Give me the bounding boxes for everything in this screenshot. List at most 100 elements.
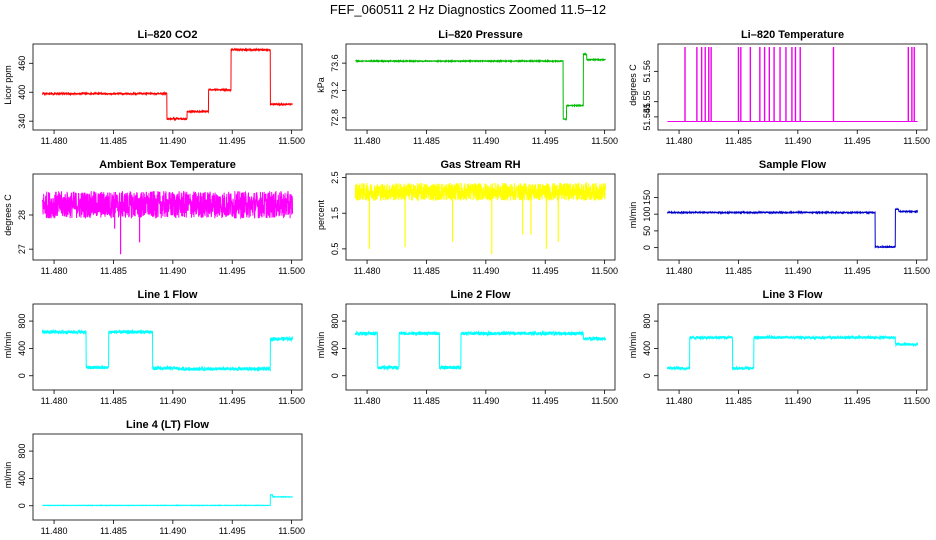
- y-tick-label-line4-1: 400: [17, 471, 27, 486]
- x-tick-label-box-temp-0: 11.480: [41, 266, 68, 276]
- panel-title-sample-flow: Sample Flow: [759, 159, 827, 171]
- plot-frame-line2: [345, 303, 616, 391]
- x-tick-label-co2-1: 11.485: [100, 136, 127, 146]
- y-tick-label-sample-flow-1: 50: [642, 226, 652, 236]
- y-tick-label-co2-1: 400: [17, 85, 27, 100]
- plot-frame-sample-flow: [657, 173, 928, 261]
- panel-title-line3: Line 3 Flow: [763, 289, 823, 301]
- plot-frame-rh: [345, 173, 616, 261]
- panel-title-line2: Line 2 Flow: [451, 289, 511, 301]
- y-tick-label-line2-1: 400: [330, 341, 340, 356]
- panel-licor-temp: Li–820 Temperature degrees C 11.480 11.485 1…: [628, 29, 930, 146]
- y-tick-label-line2-2: 800: [330, 314, 340, 329]
- series-line-line4: [42, 493, 294, 507]
- x-tick-label-line1-2: 11.490: [159, 396, 186, 406]
- plot-frame-pressure: [345, 43, 616, 131]
- panel-line4: Line 4 (LT) Flow ml/min 11.480 11.485 11.490…: [3, 419, 305, 536]
- panel-title-co2: Li–820 CO2: [138, 29, 198, 41]
- panel-line2: Line 2 Flow ml/min 11.480 11.485 11.490 11.49…: [316, 289, 618, 406]
- y-tick-label-box-temp-0: 27: [17, 244, 27, 254]
- plot-frame-line3: [657, 303, 928, 391]
- x-tick-label-licor-temp-3: 11.495: [844, 136, 871, 146]
- panel-title-box-temp: Ambient Box Temperature: [99, 159, 236, 171]
- x-tick-label-box-temp-3: 11.495: [219, 266, 246, 276]
- x-tick-label-line3-4: 11.500: [903, 396, 930, 406]
- y-tick-label-licor-temp-0: 51.545: [642, 103, 652, 131]
- panel-title-line4: Line 4 (LT) Flow: [126, 419, 209, 431]
- y-tick-label-sample-flow-0: 0: [642, 245, 652, 250]
- x-tick-label-line2-2: 11.490: [472, 396, 499, 406]
- x-tick-label-line1-3: 11.495: [219, 396, 246, 406]
- x-tick-label-sample-flow-3: 11.495: [844, 266, 871, 276]
- panel-title-line1: Line 1 Flow: [138, 289, 198, 301]
- y-tick-label-pressure-0: 72.8: [330, 109, 340, 127]
- y-tick-label-line1-2: 800: [17, 314, 27, 329]
- y-tick-label-licor-temp-2: 51.56: [642, 60, 652, 83]
- x-tick-label-rh-0: 11.480: [354, 266, 381, 276]
- x-tick-label-line2-4: 11.500: [591, 396, 618, 406]
- x-tick-label-line2-1: 11.485: [413, 396, 440, 406]
- y-tick-label-sample-flow-2: 100: [642, 207, 652, 222]
- x-tick-label-pressure-4: 11.500: [591, 136, 618, 146]
- x-tick-label-line1-0: 11.480: [41, 396, 68, 406]
- y-tick-label-rh-1: 1.5: [330, 207, 340, 220]
- y-tick-label-co2-0: 340: [17, 114, 27, 129]
- x-tick-label-sample-flow-2: 11.490: [784, 266, 811, 276]
- y-tick-label-line1-1: 400: [17, 341, 27, 356]
- plot-frame-co2: [32, 43, 303, 131]
- x-tick-label-line2-3: 11.495: [532, 396, 559, 406]
- y-tick-label-rh-0: 0.5: [330, 243, 340, 256]
- panel-title-pressure: Li–820 Pressure: [438, 29, 522, 41]
- y-tick-label-line4-0: 0: [17, 503, 27, 508]
- x-tick-label-rh-2: 11.490: [472, 266, 499, 276]
- x-tick-label-licor-temp-0: 11.480: [666, 136, 693, 146]
- x-tick-label-line3-3: 11.495: [844, 396, 871, 406]
- y-axis-label-sample-flow: ml/min: [628, 202, 638, 229]
- y-axis-label-line2: ml/min: [316, 332, 326, 359]
- x-tick-label-licor-temp-4: 11.500: [903, 136, 930, 146]
- x-tick-label-pressure-1: 11.485: [413, 136, 440, 146]
- x-tick-label-line4-1: 11.485: [100, 526, 127, 536]
- y-tick-label-line3-1: 400: [642, 341, 652, 356]
- x-tick-label-line4-4: 11.500: [278, 526, 305, 536]
- x-tick-label-co2-3: 11.495: [219, 136, 246, 146]
- y-axis-label-rh: percent: [316, 199, 326, 230]
- y-axis-label-pressure: kPa: [316, 77, 326, 93]
- x-tick-label-sample-flow-0: 11.480: [666, 266, 693, 276]
- x-tick-label-pressure-3: 11.495: [532, 136, 559, 146]
- series-line-line3: [666, 334, 919, 372]
- plot-frame-line4: [32, 433, 303, 521]
- panel-co2: Li–820 CO2 Licor ppm 11.480 11.485 11.490 11.…: [3, 29, 305, 146]
- panel-pressure: Li–820 Pressure kPa 11.480 11.485 11.490 11.4…: [316, 29, 618, 146]
- x-tick-label-box-temp-2: 11.490: [159, 266, 186, 276]
- y-tick-label-box-temp-1: 28: [17, 210, 27, 220]
- series-line-pressure: [354, 51, 606, 121]
- y-tick-label-co2-2: 460: [17, 56, 27, 71]
- x-tick-label-line3-2: 11.490: [784, 396, 811, 406]
- series-line-line1: [41, 328, 294, 372]
- panel-sample-flow: Sample Flow ml/min 11.480 11.485 11.490 11.49…: [628, 159, 930, 276]
- x-tick-label-rh-1: 11.485: [413, 266, 440, 276]
- panel-title-licor-temp: Li–820 Temperature: [741, 29, 844, 41]
- series-line-sample-flow: [666, 207, 919, 249]
- x-tick-label-line3-1: 11.485: [725, 396, 752, 406]
- x-tick-label-box-temp-1: 11.485: [100, 266, 127, 276]
- x-tick-label-sample-flow-4: 11.500: [903, 266, 930, 276]
- x-tick-label-line3-0: 11.480: [666, 396, 693, 406]
- y-tick-label-pressure-2: 73.6: [330, 54, 340, 72]
- x-tick-label-co2-4: 11.500: [278, 136, 305, 146]
- series-line-rh: [354, 181, 607, 202]
- series-line-box-temp: [41, 191, 294, 220]
- y-tick-label-line3-0: 0: [642, 373, 652, 378]
- y-axis-label-co2: Licor ppm: [3, 65, 13, 105]
- x-tick-label-co2-2: 11.490: [159, 136, 186, 146]
- y-tick-label-rh-2: 2.5: [330, 171, 340, 184]
- y-tick-label-pressure-1: 73.2: [330, 82, 340, 100]
- figure-title: FEF_060511 2 Hz Diagnostics Zoomed 11.5–…: [330, 2, 606, 17]
- x-tick-label-line1-4: 11.500: [278, 396, 305, 406]
- x-tick-label-line4-3: 11.495: [219, 526, 246, 536]
- chart-panels: Li–820 CO2 Licor ppm 11.480 11.485 11.490 11.…: [3, 29, 930, 536]
- y-tick-label-line3-2: 800: [642, 314, 652, 329]
- x-tick-label-line4-2: 11.490: [159, 526, 186, 536]
